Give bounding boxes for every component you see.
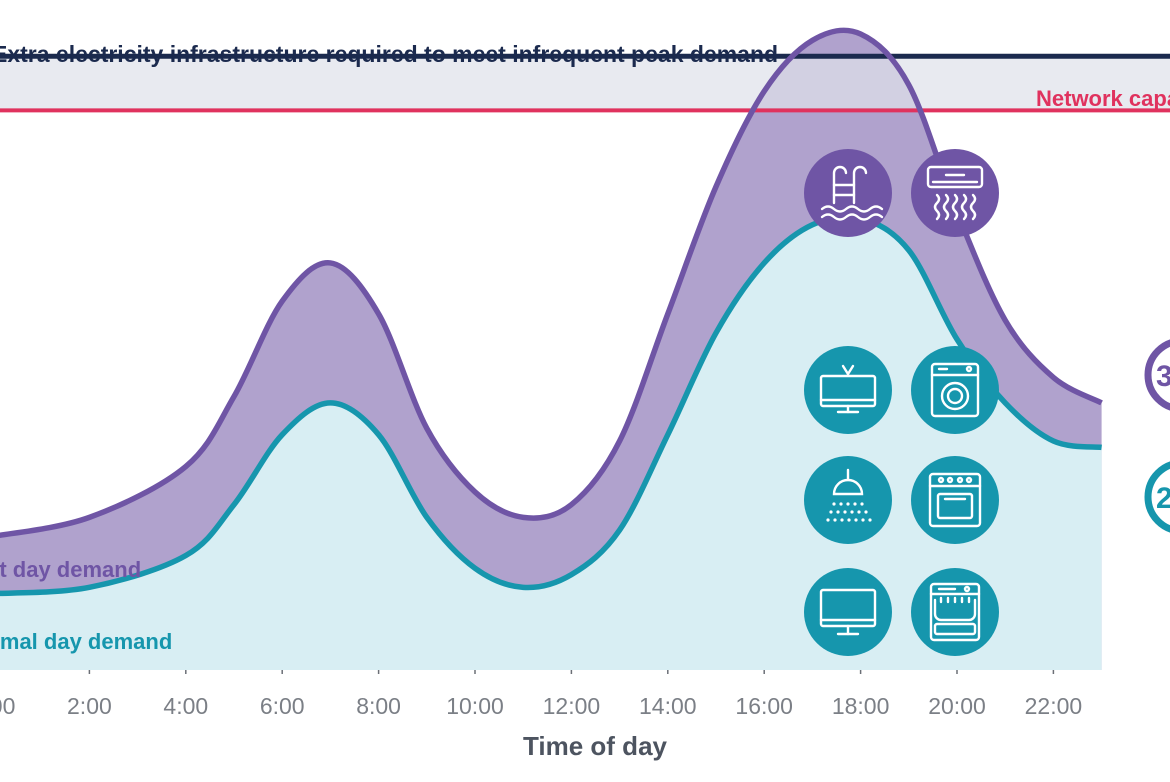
washing-machine-icon bbox=[911, 346, 999, 434]
x-axis-label: Time of day bbox=[523, 731, 668, 761]
x-tick-label: 0:00 bbox=[0, 693, 15, 719]
x-tick-label: 20:00 bbox=[928, 693, 986, 719]
normal-day-area bbox=[0, 216, 1102, 670]
pool-icon bbox=[804, 149, 892, 237]
series-lines bbox=[0, 27, 1103, 597]
shower-icon bbox=[804, 456, 892, 544]
normal-day-line bbox=[0, 213, 1102, 597]
x-tick-label: 6:00 bbox=[260, 693, 305, 719]
dishwasher-icon bbox=[911, 568, 999, 656]
computer-monitor-icon bbox=[804, 568, 892, 656]
x-tick-label: 14:00 bbox=[639, 693, 697, 719]
air-conditioner-icon bbox=[911, 149, 999, 237]
x-tick-label: 12:00 bbox=[543, 693, 601, 719]
network-capacity-label: Network capacity bbox=[1036, 86, 1170, 111]
normal-day-label: Normal day demand bbox=[0, 629, 172, 654]
hot-day-line bbox=[0, 27, 1103, 539]
x-axis-ticks: 0:00 2:00 4:00 6:00 8:00 10:00 12:00 14:00 16:00… bbox=[0, 693, 1082, 719]
tv-icon bbox=[804, 346, 892, 434]
x-tick-label: 10:00 bbox=[446, 693, 504, 719]
x-tick-label: 2:00 bbox=[67, 693, 112, 719]
normal-day-badge-text: 2 bbox=[1156, 482, 1170, 515]
hot-day-label: Hot day demand bbox=[0, 557, 141, 582]
x-tick-label: 16:00 bbox=[735, 693, 793, 719]
extra-infrastructure-label: Extra electricity infrastructure require… bbox=[0, 41, 778, 67]
x-tick-label: 8:00 bbox=[356, 693, 401, 719]
hot-day-badge-text: 3 bbox=[1156, 360, 1170, 393]
x-tick-label: 22:00 bbox=[1025, 693, 1083, 719]
extra-infrastructure-band bbox=[0, 56, 1170, 111]
normal-day-badge: 2 bbox=[1144, 461, 1170, 533]
oven-icon bbox=[911, 456, 999, 544]
hot-day-badge: 3 bbox=[1144, 339, 1170, 411]
x-tick-label: 18:00 bbox=[832, 693, 890, 719]
x-tick-label: 4:00 bbox=[163, 693, 208, 719]
